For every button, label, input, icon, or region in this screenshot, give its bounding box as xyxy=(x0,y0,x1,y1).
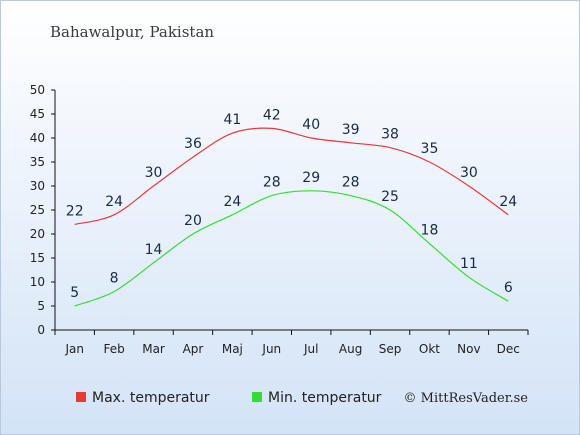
data-label-max: 24 xyxy=(499,194,517,210)
data-label-min: 29 xyxy=(302,170,320,186)
data-label-max: 38 xyxy=(381,127,399,143)
legend: Max. temperatur Min. temperatur xyxy=(76,390,382,406)
data-label-min: 14 xyxy=(145,242,163,258)
chart-title: Bahawalpur, Pakistan xyxy=(50,23,214,41)
x-tick-label: Apr xyxy=(183,342,204,356)
data-label-min: 25 xyxy=(381,189,399,205)
data-label-max: 30 xyxy=(145,165,163,181)
data-label-min: 18 xyxy=(421,223,439,239)
series-line-max xyxy=(74,127,509,225)
x-tick-label: Nov xyxy=(457,342,480,356)
y-tick-label: 15 xyxy=(30,251,45,265)
y-tick-label: 20 xyxy=(30,227,45,241)
y-tick-label: 25 xyxy=(30,203,45,217)
data-label-min: 20 xyxy=(184,213,202,229)
data-label-max: 35 xyxy=(421,141,439,157)
data-label-min: 6 xyxy=(504,280,513,296)
x-tick-label: Mar xyxy=(142,342,165,356)
data-label-max: 42 xyxy=(263,107,281,123)
legend-swatch-min xyxy=(252,392,262,402)
data-label-min: 28 xyxy=(342,175,360,191)
y-tick-label: 30 xyxy=(30,179,45,193)
legend-label-max: Max. temperatur xyxy=(92,390,210,406)
y-tick-label: 10 xyxy=(30,275,45,289)
x-tick-label: Aug xyxy=(339,342,362,356)
data-label-max: 30 xyxy=(460,165,478,181)
axes: 0 5 10 15 20 25 30 35 40 45 50 Jan Feb Mar Apr Maj Jun Ju… xyxy=(30,83,529,356)
x-tick-label: Jun xyxy=(261,342,281,356)
y-tick-label: 35 xyxy=(30,155,45,169)
data-label-min: 8 xyxy=(110,271,119,287)
data-label-min: 11 xyxy=(460,256,478,272)
y-tick-label: 40 xyxy=(30,131,45,145)
x-tick-label: Sep xyxy=(379,342,402,356)
data-label-max: 41 xyxy=(223,112,241,128)
data-label-min: 5 xyxy=(70,285,79,301)
series-layer xyxy=(74,127,509,307)
x-tick-label: Maj xyxy=(222,342,243,356)
credit-text: © MittResVader.se xyxy=(404,391,529,406)
data-label-max: 36 xyxy=(184,136,202,152)
data-label-min: 28 xyxy=(263,175,281,191)
data-label-max: 24 xyxy=(105,194,123,210)
y-tick-label: 5 xyxy=(37,299,45,313)
x-tick-label: Jan xyxy=(64,342,84,356)
series-line-min xyxy=(74,190,509,307)
x-tick-label: Feb xyxy=(104,342,125,356)
y-tick-label: 0 xyxy=(37,323,45,337)
x-tick-label: Jul xyxy=(303,342,318,356)
data-label-max: 40 xyxy=(302,117,320,133)
data-labels: 22 24 30 36 41 42 40 39 38 35 30 24 5 8 14 20 24 28 29 28 25… xyxy=(66,107,517,301)
data-label-max: 39 xyxy=(342,122,360,138)
y-tick-label: 45 xyxy=(30,107,45,121)
data-label-max: 22 xyxy=(66,203,84,219)
y-tick-label: 50 xyxy=(30,83,45,97)
x-tick-label: Dec xyxy=(497,342,520,356)
data-label-min: 24 xyxy=(223,194,241,210)
x-tick-label: Okt xyxy=(419,342,440,356)
legend-swatch-max xyxy=(76,392,86,402)
legend-label-min: Min. temperatur xyxy=(268,390,382,406)
